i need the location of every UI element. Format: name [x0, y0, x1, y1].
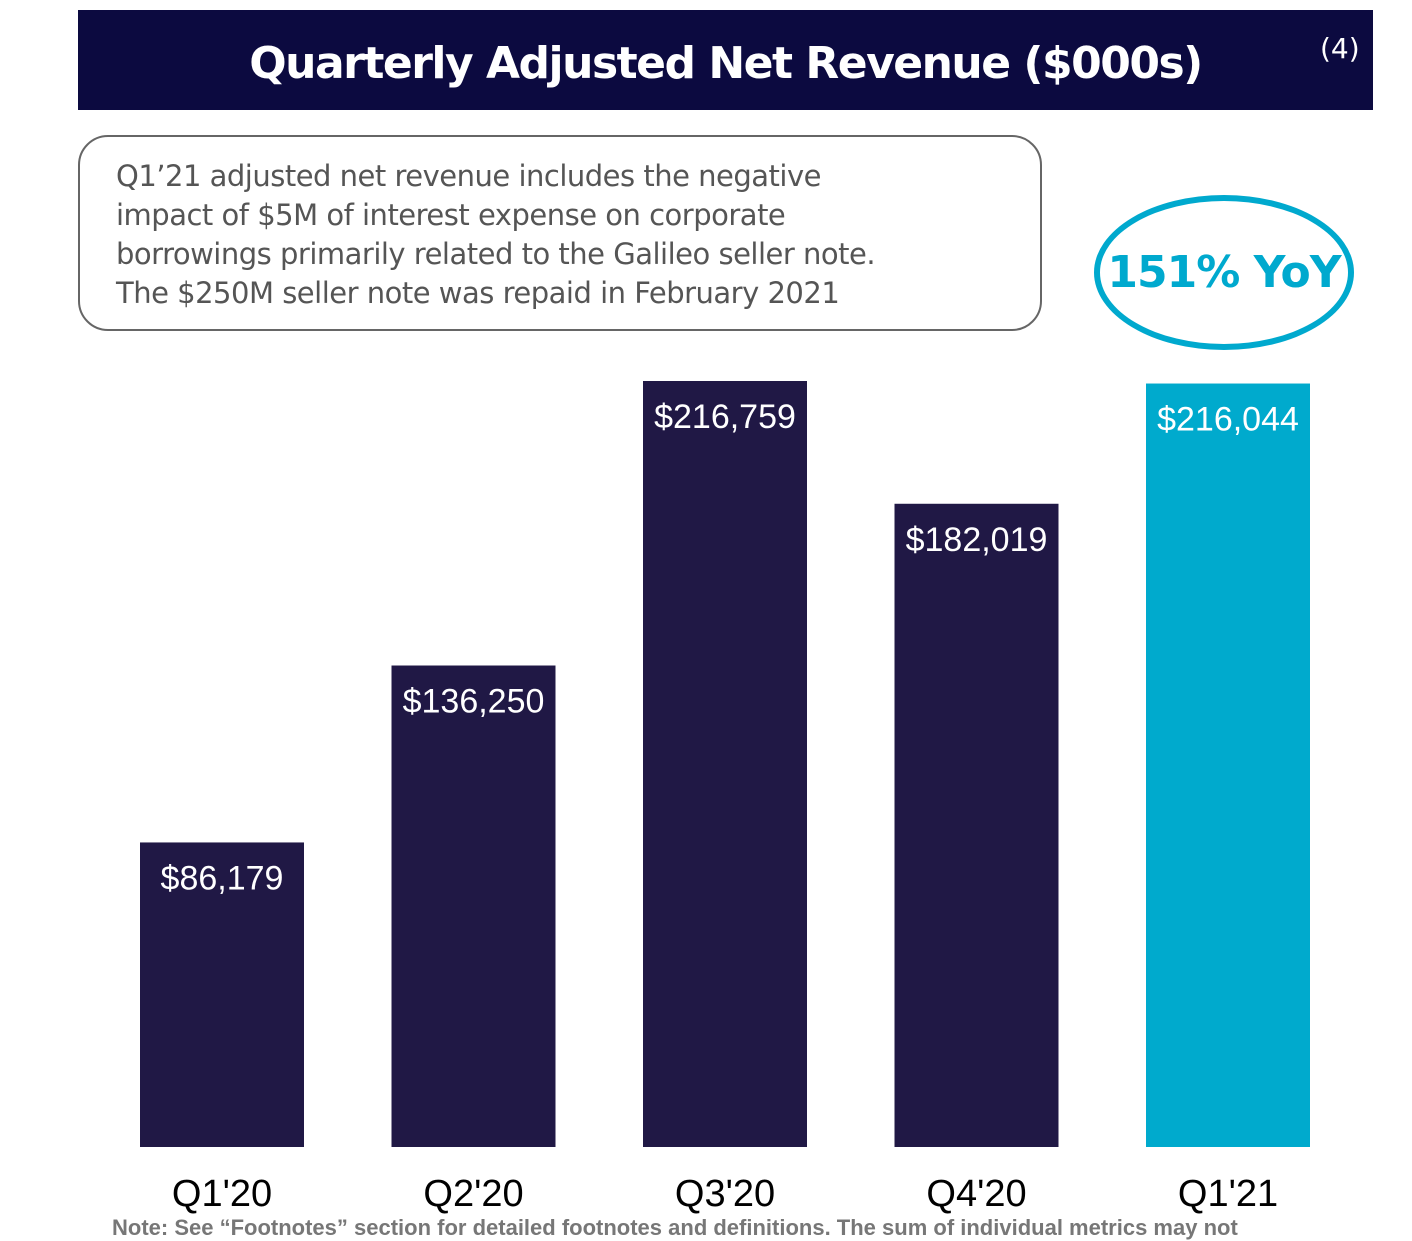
category-label: Q1'20	[172, 1173, 272, 1215]
category-label: Q4'20	[926, 1173, 1026, 1215]
callout-box: Q1’21 adjusted net revenue includes the …	[78, 135, 1042, 331]
callout-line: The $250M seller note was repaid in Febr…	[116, 276, 840, 310]
bar-2	[643, 381, 807, 1147]
bar-3	[894, 503, 1059, 1147]
bar-0	[140, 842, 304, 1147]
category-label: Q3'20	[675, 1173, 775, 1215]
title-banner: Quarterly Adjusted Net Revenue ($000s) (…	[78, 10, 1373, 110]
callout-line: Q1’21 adjusted net revenue includes the …	[116, 159, 821, 193]
callout-line: impact of $5M of interest expense on cor…	[116, 198, 786, 232]
footnote-reference: (4)	[1320, 32, 1360, 65]
bar-4	[1146, 383, 1310, 1147]
data-label: $136,250	[403, 683, 545, 721]
footnote: Note: See “Footnotes” section for detail…	[112, 1215, 1238, 1240]
bar-1	[391, 665, 556, 1147]
category-label: Q1'21	[1178, 1173, 1278, 1215]
yoy-badge: 151% YoY	[1094, 195, 1354, 350]
data-label: $216,759	[654, 398, 796, 436]
data-label: $182,019	[906, 521, 1048, 559]
chart-title: Quarterly Adjusted Net Revenue ($000s)	[249, 38, 1203, 89]
callout-line: borrowings primarily related to the Gali…	[116, 237, 876, 271]
data-label: $216,044	[1157, 401, 1299, 439]
category-label: Q2'20	[423, 1173, 523, 1215]
data-label: $86,179	[161, 859, 284, 897]
